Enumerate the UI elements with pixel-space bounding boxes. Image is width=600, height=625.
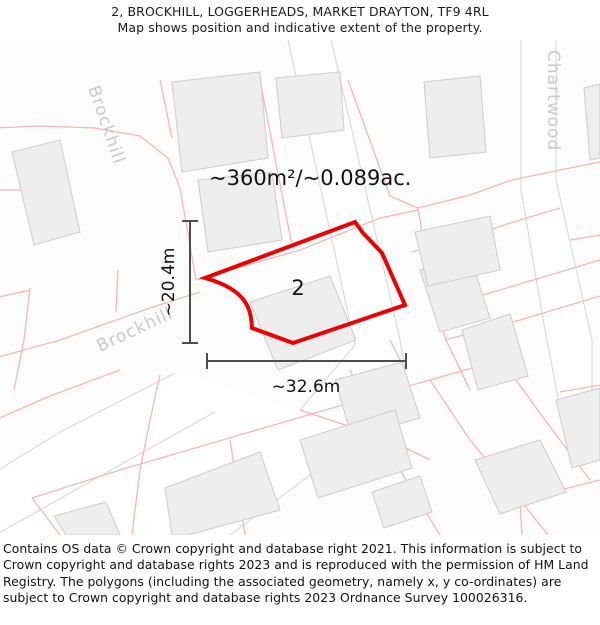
building (171, 71, 269, 173)
parcel-line (0, 125, 197, 281)
parcel-line (559, 384, 600, 393)
property-area-label: ~360m²/~0.089ac. (209, 166, 411, 190)
building (334, 361, 421, 439)
parcel-line (0, 369, 121, 419)
building (197, 171, 283, 253)
building (53, 501, 121, 535)
building (371, 475, 433, 529)
parcel-line (569, 234, 600, 241)
road-brockhill-edge-upper (0, 372, 176, 470)
building (583, 83, 600, 161)
building (474, 439, 567, 515)
parcel-line (31, 497, 61, 535)
building-subject (249, 275, 357, 371)
parcel-line (195, 209, 419, 281)
parcel-line (159, 79, 173, 139)
horizontal-dimension-rule (206, 353, 407, 369)
building (164, 451, 281, 535)
road-label-chartwood: Chartwood (543, 50, 563, 151)
parcel-line (347, 79, 419, 209)
map-footer: Contains OS data © Crown copyright and d… (0, 537, 600, 625)
parcel-line (13, 287, 31, 391)
map-header: 2, BROCKHILL, LOGGERHEADS, MARKET DRAYTO… (0, 0, 600, 36)
copyright-text: Contains OS data © Crown copyright and d… (3, 541, 589, 605)
building (414, 215, 501, 287)
parcel-line (115, 269, 119, 313)
parcel-line (259, 79, 293, 246)
road-brockhill-edge-lower (0, 411, 216, 533)
building-footprints (11, 71, 600, 535)
building (423, 75, 487, 159)
building (11, 139, 81, 246)
parcel-line (0, 289, 31, 298)
plot-number-label: 2 (291, 276, 304, 300)
road-brockhill-corridor (149, 40, 406, 535)
map-canvas[interactable]: Brockhill Brockhill Chartwood ~360m²/~0.… (0, 40, 600, 535)
parcel-line (31, 359, 501, 499)
parcel-line (0, 291, 201, 358)
vertical-dimension-label: ~20.4m (159, 248, 179, 317)
building (275, 71, 345, 139)
building (461, 313, 529, 391)
parcel-line (511, 161, 600, 181)
property-boundary-polygon[interactable] (198, 219, 408, 346)
property-address: 2, BROCKHILL, LOGGERHEADS, MARKET DRAYTO… (111, 4, 489, 19)
horizontal-dimension-label: ~32.6m (272, 377, 341, 397)
parcel-line (417, 179, 513, 209)
vertical-dimension-rule (182, 220, 198, 344)
building (555, 387, 600, 469)
map-svg[interactable]: Brockhill Brockhill Chartwood ~360m²/~0.… (0, 40, 600, 535)
map-caption: Map shows position and indicative extent… (117, 20, 483, 35)
parcel-line (131, 374, 161, 535)
building (299, 409, 413, 499)
